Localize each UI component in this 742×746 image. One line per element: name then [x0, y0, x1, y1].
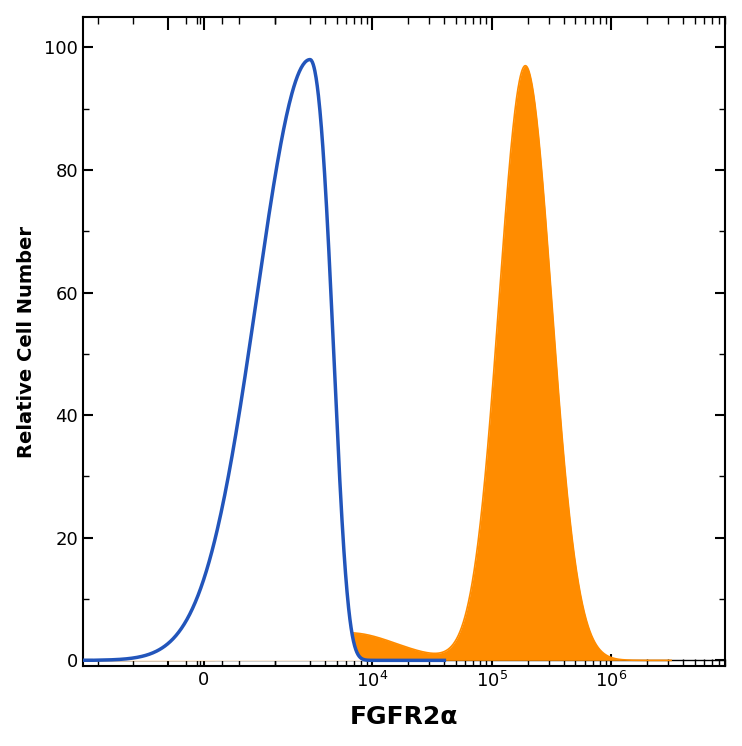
Y-axis label: Relative Cell Number: Relative Cell Number [16, 225, 36, 457]
X-axis label: FGFR2α: FGFR2α [349, 705, 459, 730]
